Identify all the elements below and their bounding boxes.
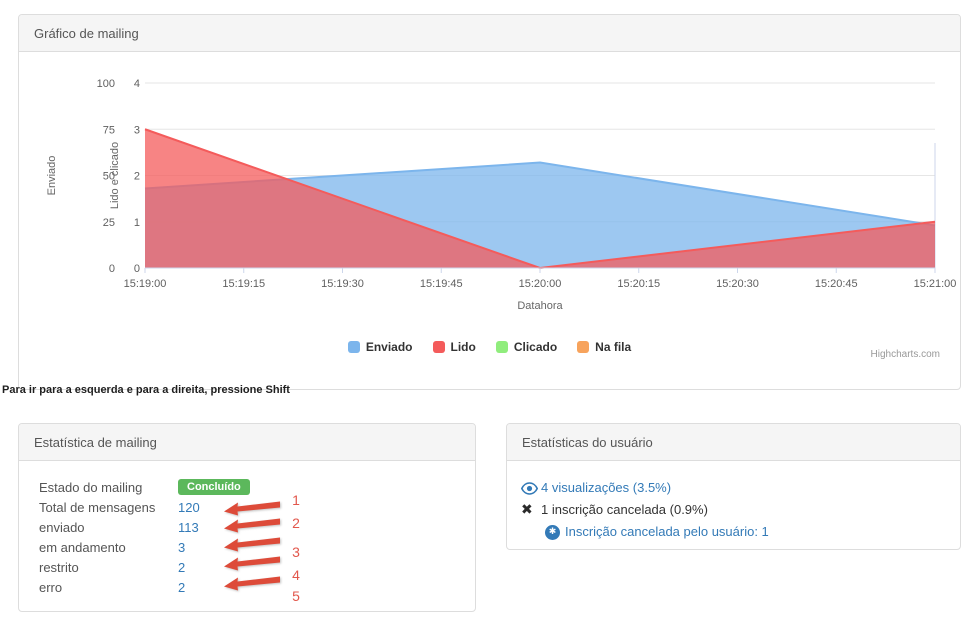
x-axis-title: Datahora (517, 300, 563, 312)
mailing-status-label: Estado do mailing (39, 480, 143, 495)
x-axis-label: 15:21:00 (914, 278, 957, 290)
stat-label: em andamento (39, 540, 126, 555)
annotation-number: 5 (292, 588, 300, 604)
chart-area: 15:19:00 15:19:15 15:19:30 15:19:45 15:20:00… (19, 52, 960, 387)
stat-value[interactable]: 113 (178, 520, 199, 535)
legend-swatch (577, 341, 590, 353)
annotation-number: 3 (292, 544, 300, 560)
mailing-area-chart[interactable]: 15:19:00 15:19:15 15:19:30 15:19:45 15:20:00… (19, 52, 958, 387)
annotation-arrow-icon (224, 501, 280, 516)
y-axis-left-label: 25 (103, 217, 115, 229)
x-icon: ✖ (521, 502, 533, 518)
annotation-number: 2 (292, 515, 300, 531)
stat-value[interactable]: 2 (178, 560, 186, 575)
user-stats-title: Estatísticas do usuário (507, 424, 960, 461)
legend-item-clicado[interactable]: Clicado (495, 340, 558, 354)
legend-label: Lido (450, 340, 476, 354)
user-stat-text[interactable]: 4 visualizações (3.5%) (541, 480, 672, 495)
legend-item-na-fila[interactable]: Na fila (577, 340, 631, 354)
y-axis-left-label: 0 (109, 263, 115, 275)
y-axis-left-label: 75 (103, 124, 115, 136)
user-stats-panel: Estatísticas do usuário 4 visualizações … (506, 423, 961, 550)
x-axis-label: 15:19:30 (321, 278, 364, 290)
chart-legend: Enviado Lido Clicado Na fila (19, 340, 960, 354)
x-axis-label: 15:20:45 (815, 278, 858, 290)
user-stat-text: 1 inscrição cancelada (0.9%) (541, 502, 708, 517)
stat-label: restrito (39, 560, 79, 575)
annotation-number: 4 (292, 567, 300, 583)
annotation-number: 1 (292, 492, 300, 508)
chart-panel-title: Gráfico de mailing (19, 15, 960, 52)
mailing-chart-panel: Gráfico de mailing 15:19:00 15:19:15 15:19… (18, 14, 961, 390)
stat-label: erro (39, 580, 63, 595)
x-axis-label: 15:19:15 (222, 278, 265, 290)
x-axis-label: 15:19:00 (124, 278, 167, 290)
highcharts-credit-link[interactable]: Highcharts.com (870, 349, 940, 360)
eye-icon (521, 481, 541, 495)
stat-row-erro: erro 2 5 (39, 576, 475, 604)
stat-value[interactable]: 120 (178, 500, 200, 515)
y-axis-left-label: 100 (97, 78, 115, 90)
x-axis-label: 15:20:15 (617, 278, 660, 290)
y-axis-left-title: Enviado (46, 156, 58, 196)
y-axis-left-label: 50 (103, 171, 115, 183)
annotation-arrow-icon (224, 518, 280, 533)
legend-label: Clicado (513, 340, 558, 354)
stat-row-restrito: restrito 2 4 (39, 556, 475, 583)
x-axis-label: 15:20:00 (519, 278, 562, 290)
user-stats-body: 4 visualizações (3.5%) ✖ 1 inscrição cance… (507, 461, 960, 543)
stat-row-enviado: enviado 113 2 (39, 515, 475, 540)
mailing-stats-panel: Estatística de mailing Estado do mailing… (18, 423, 476, 612)
stat-label: enviado (39, 520, 85, 535)
y-axis-right-label: 2 (134, 171, 140, 183)
y-axis-right-label: 4 (134, 78, 140, 90)
mailing-status-row: Estado do mailing Concluído (39, 479, 475, 500)
annotation-arrow-icon (224, 576, 280, 591)
annotation-arrow-icon (224, 556, 280, 571)
y-axis-right-label: 3 (134, 124, 140, 136)
legend-label: Enviado (365, 340, 413, 354)
legend-label: Na fila (595, 340, 632, 354)
x-axis-label: 15:19:45 (420, 278, 463, 290)
stat-value[interactable]: 2 (178, 580, 186, 595)
mailing-stats-title: Estatística de mailing (19, 424, 475, 461)
legend-swatch (347, 341, 360, 353)
mailing-stats-body: Estado do mailing Concluído Total de mensa… (19, 461, 475, 604)
stat-label: Total de mensagens (39, 500, 156, 515)
user-stat-row: ✱ Inscrição cancelada pelo usuário: 1 (521, 521, 960, 543)
legend-swatch (495, 341, 508, 353)
user-stat-row: ✖ 1 inscrição cancelada (0.9%) (521, 499, 960, 521)
series-area-lido[interactable] (145, 129, 935, 268)
annotation-arrow-icon (224, 537, 280, 552)
y-axis-right-label: 1 (134, 217, 140, 229)
status-badge: Concluído (178, 479, 250, 495)
legend-item-enviado[interactable]: Enviado (347, 340, 413, 354)
stat-row-em-andamento: em andamento 3 3 (39, 537, 475, 560)
user-stat-text[interactable]: Inscrição cancelada pelo usuário: 1 (565, 524, 769, 539)
user-stat-row: 4 visualizações (3.5%) (521, 477, 960, 499)
legend-item-lido[interactable]: Lido (432, 340, 476, 354)
stat-value[interactable]: 3 (178, 540, 186, 555)
x-axis-label: 15:20:30 (716, 278, 759, 290)
legend-swatch (432, 341, 445, 353)
pan-shift-hint: Para ir para a esquerda e para a direita… (2, 384, 290, 396)
circle-asterisk-icon: ✱ (545, 524, 565, 540)
stat-row-total-de-mensagens: Total de mensagens 120 1 (39, 492, 475, 520)
y-axis-right-label: 0 (134, 263, 140, 275)
y-axis-right-title: Lido e clicado (109, 142, 121, 209)
